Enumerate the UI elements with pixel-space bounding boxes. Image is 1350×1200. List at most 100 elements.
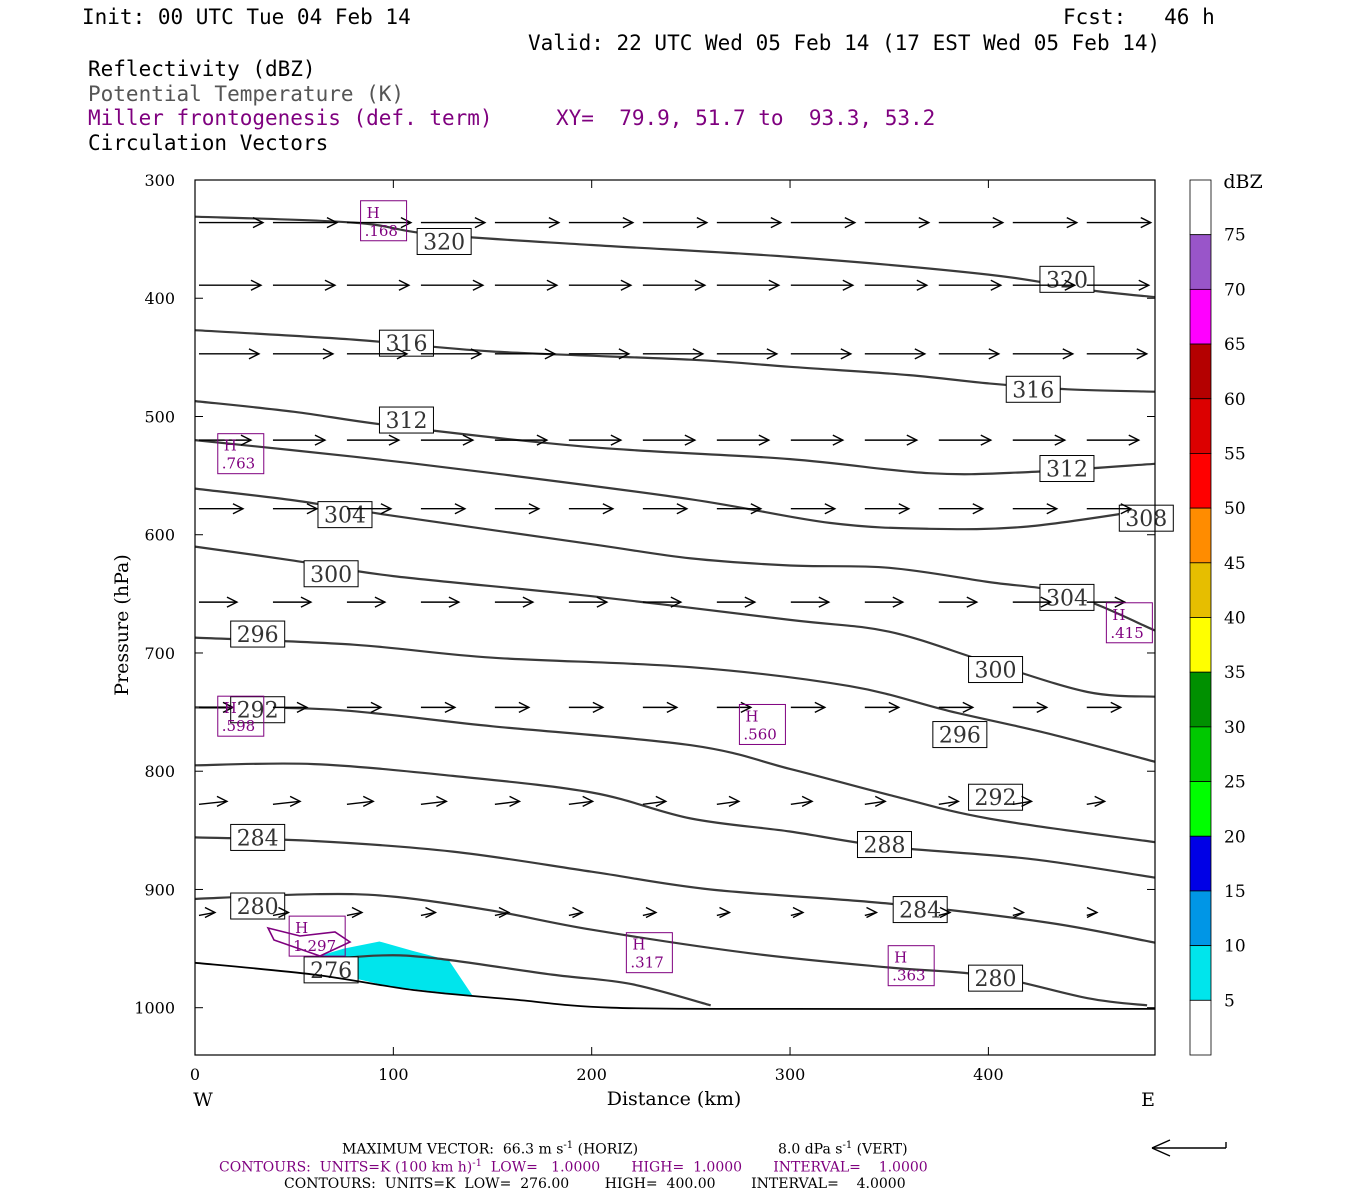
circulation-vectors-layer bbox=[198, 216, 1153, 919]
circulation-vector bbox=[864, 596, 905, 608]
circulation-vector bbox=[346, 279, 411, 291]
theta-contour-292 bbox=[194, 706, 1156, 844]
circulation-vector bbox=[642, 348, 705, 360]
frontogenesis-max-label: H bbox=[295, 919, 308, 937]
circulation-vector bbox=[1086, 434, 1141, 446]
theta-contour-284 bbox=[194, 836, 1156, 944]
circulation-vector bbox=[346, 434, 401, 446]
frontogenesis-contour bbox=[266, 926, 352, 957]
forecast-hour: Fcst: 46 h bbox=[1063, 5, 1215, 29]
colorbar-swatch bbox=[1189, 234, 1212, 290]
circulation-vector bbox=[790, 701, 827, 713]
theta-contour-label-box bbox=[1005, 375, 1061, 403]
x-axis-east-label: E bbox=[1141, 1089, 1155, 1111]
theta-contour-label: 308 bbox=[1125, 507, 1167, 532]
frontogenesis-max-box bbox=[625, 932, 673, 974]
contours1-tail: LOW= 1.0000 HIGH= 1.0000 INTERVAL= 1.000… bbox=[482, 1159, 928, 1176]
circulation-vector bbox=[568, 701, 605, 713]
circulation-vector bbox=[938, 596, 979, 608]
circulation-vector bbox=[346, 795, 375, 807]
frontogenesis-max-value: .598 bbox=[222, 717, 255, 735]
contours1-sup: -1 bbox=[472, 1158, 483, 1169]
circulation-vector bbox=[494, 348, 557, 360]
circulation-vector bbox=[642, 701, 679, 713]
theta-contour-label: 292 bbox=[237, 699, 279, 724]
frontogenesis-max-label: H bbox=[632, 936, 645, 954]
colorbar-swatch bbox=[1189, 179, 1212, 236]
circulation-vector bbox=[568, 503, 615, 515]
colorbar-swatch bbox=[1189, 999, 1212, 1056]
colorbar-level-label: 10 bbox=[1224, 937, 1246, 957]
circulation-vector bbox=[494, 596, 535, 608]
circulation-vector bbox=[1012, 279, 1077, 291]
circulation-vector bbox=[1086, 596, 1127, 608]
reflectivity-layer bbox=[304, 941, 473, 996]
colorbar-level-label: 60 bbox=[1224, 390, 1246, 410]
colorbar-swatch bbox=[1189, 726, 1212, 782]
circulation-vector bbox=[716, 434, 771, 446]
circulation-vector bbox=[198, 279, 263, 291]
x-axis-label: Distance (km) bbox=[607, 1088, 742, 1110]
theta-contour-label-box bbox=[230, 696, 286, 724]
theta-contour-label-box bbox=[968, 783, 1024, 811]
circulation-vector bbox=[864, 701, 901, 713]
colorbar-swatch bbox=[1189, 398, 1212, 454]
field-potential-temperature: Potential Temperature (K) bbox=[88, 82, 405, 106]
circulation-vector bbox=[864, 906, 879, 919]
max-vector-vert-text: 8.0 dPa s bbox=[778, 1141, 843, 1158]
circulation-vector bbox=[272, 701, 309, 713]
theta-contour-label-box bbox=[416, 227, 472, 255]
theta-contour-label: 304 bbox=[324, 504, 366, 529]
circulation-vector bbox=[346, 503, 393, 515]
circulation-vector bbox=[716, 906, 732, 919]
circulation-vector bbox=[1012, 216, 1079, 229]
circulation-vector bbox=[938, 701, 975, 713]
circulation-vector bbox=[494, 216, 561, 229]
colorbar-level-label: 20 bbox=[1224, 827, 1246, 847]
theta-contour-label: 312 bbox=[1046, 458, 1088, 483]
circulation-vector bbox=[198, 701, 235, 713]
y-axis-label: Pressure (hPa) bbox=[111, 554, 133, 696]
y-tick-label: 900 bbox=[144, 880, 175, 899]
colorbar-swatch bbox=[1189, 617, 1212, 673]
circulation-vector bbox=[642, 216, 709, 229]
theta-contour-label: 284 bbox=[899, 899, 941, 924]
frontogenesis-max-box bbox=[1105, 602, 1153, 644]
x-tick-label: 200 bbox=[576, 1065, 607, 1084]
circulation-vector bbox=[790, 216, 857, 229]
theta-contour-label: 300 bbox=[975, 659, 1017, 684]
circulation-vector bbox=[198, 906, 217, 919]
theta-contour-label: 320 bbox=[423, 230, 465, 255]
theta-contour-label-box bbox=[892, 896, 948, 924]
theta-contour-label-box bbox=[968, 964, 1024, 992]
x-axis-west-label: W bbox=[193, 1089, 213, 1111]
colorbar-swatch bbox=[1189, 453, 1212, 509]
colorbar-level-label: 15 bbox=[1224, 882, 1246, 902]
max-vector-sup: -1 bbox=[563, 1140, 574, 1151]
theta-contour-label-box bbox=[932, 721, 988, 749]
circulation-vector bbox=[790, 279, 855, 291]
circulation-vector bbox=[568, 434, 623, 446]
frontogenesis-max-value: .168 bbox=[365, 222, 398, 240]
reflectivity-area-5dbz bbox=[304, 941, 473, 996]
circulation-vector bbox=[864, 503, 911, 515]
circulation-vector bbox=[864, 348, 927, 360]
circulation-vector bbox=[420, 701, 457, 713]
theta-contour-label-box bbox=[378, 329, 434, 357]
circulation-vector bbox=[1012, 503, 1059, 515]
colorbar-level-label: 75 bbox=[1224, 226, 1246, 246]
circulation-vector bbox=[272, 434, 327, 446]
circulation-vector bbox=[716, 279, 781, 291]
contours-theta-note: CONTOURS: UNITS=K LOW= 276.00 HIGH= 400.… bbox=[284, 1176, 906, 1192]
circulation-vector bbox=[642, 596, 683, 608]
circulation-vector bbox=[938, 795, 960, 807]
theta-contour-label: 300 bbox=[310, 563, 352, 588]
colorbar-level-label: 55 bbox=[1224, 444, 1246, 464]
theta-contour-label-box bbox=[303, 560, 359, 588]
theta-contour-label: 296 bbox=[939, 724, 981, 749]
circulation-vector bbox=[938, 503, 985, 515]
colorbar-swatch bbox=[1189, 562, 1212, 618]
colorbar-swatch bbox=[1189, 890, 1212, 947]
plot-frame bbox=[194, 179, 1156, 1056]
